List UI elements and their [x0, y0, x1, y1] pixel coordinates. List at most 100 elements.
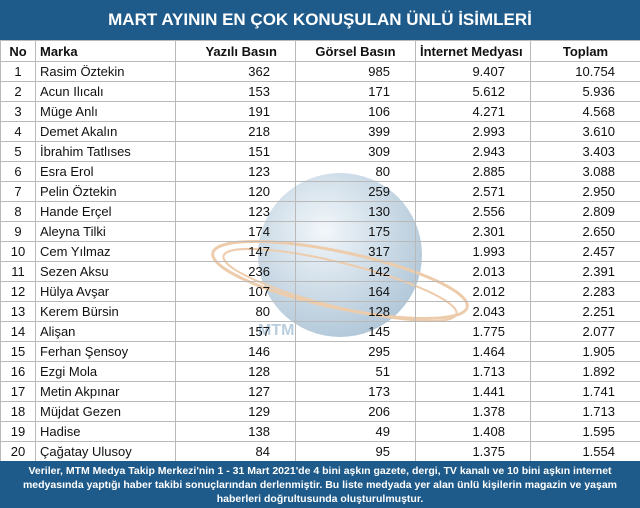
cell: 145 [295, 321, 416, 342]
cell: 14 [0, 321, 36, 342]
cell: 2.993 [415, 121, 531, 142]
cell: 2.283 [530, 281, 640, 302]
cell: 1.378 [415, 401, 531, 422]
cell: 259 [295, 181, 416, 202]
cell: 123 [175, 161, 296, 182]
cell: 7 [0, 181, 36, 202]
cell: 129 [175, 401, 296, 422]
cell: 2 [0, 81, 36, 102]
row: 4 Demet Akalın 218 399 2.993 3.610 [0, 121, 640, 142]
column-header: Yazılı Basın [175, 40, 296, 62]
cell: 1.741 [530, 381, 640, 402]
cell: 1.441 [415, 381, 531, 402]
cell: 3.088 [530, 161, 640, 182]
cell: 10.754 [530, 61, 640, 82]
cell: 157 [175, 321, 296, 342]
cell: 11 [0, 261, 36, 282]
cell: Acun Ilıcalı [35, 81, 176, 102]
cell: 2.809 [530, 201, 640, 222]
title: MART AYININ EN ÇOK KONUŞULAN ÜNLÜ İSİMLE… [108, 10, 532, 29]
cell: 120 [175, 181, 296, 202]
header-row: No Marka Yazılı Basın Görsel Basın İnternet … [0, 40, 640, 62]
cell: 175 [295, 221, 416, 242]
cell: 5.936 [530, 81, 640, 102]
cell: Metin Akpınar [35, 381, 176, 402]
column-header: No [0, 40, 36, 62]
row: 13 Kerem Bürsin 80 128 2.043 2.251 [0, 301, 640, 322]
cell: 985 [295, 61, 416, 82]
cell: Hülya Avşar [35, 281, 176, 302]
cell: 4.568 [530, 101, 640, 122]
cell: 151 [175, 141, 296, 162]
cell: 2.251 [530, 301, 640, 322]
cell: 80 [295, 161, 416, 182]
column-header: Toplam [530, 40, 640, 62]
cell: 1.595 [530, 421, 640, 442]
cell: 3.610 [530, 121, 640, 142]
cell: 1.892 [530, 361, 640, 382]
row: 8 Hande Erçel 123 130 2.556 2.809 [0, 201, 640, 222]
cell: 2.013 [415, 261, 531, 282]
row: 18 Müjdat Gezen 129 206 1.378 1.713 [0, 401, 640, 422]
cell: 1.775 [415, 321, 531, 342]
cell: İbrahim Tatlıses [35, 141, 176, 162]
cell: 206 [295, 401, 416, 422]
cell: 3.403 [530, 141, 640, 162]
row: 14 Alişan 157 145 1.775 2.077 [0, 321, 640, 342]
row: 20 Çağatay Ulusoy 84 95 1.375 1.554 [0, 441, 640, 462]
cell: 1.713 [415, 361, 531, 382]
cell: 10 [0, 241, 36, 262]
cell: Ferhan Şensoy [35, 341, 176, 362]
cell: 128 [175, 361, 296, 382]
row: 9 Aleyna Tilki 174 175 2.301 2.650 [0, 221, 640, 242]
cell: 191 [175, 101, 296, 122]
cell: Hadise [35, 421, 176, 442]
row: 6 Esra Erol 123 80 2.885 3.088 [0, 161, 640, 182]
row: 5 İbrahim Tatlıses 151 309 2.943 3.403 [0, 141, 640, 162]
cell: 1.464 [415, 341, 531, 362]
cell: 4.271 [415, 101, 531, 122]
cell: 3 [0, 101, 36, 122]
cell: 4 [0, 121, 36, 142]
cell: 1.713 [530, 401, 640, 422]
cell: 309 [295, 141, 416, 162]
cell: 8 [0, 201, 36, 222]
cell: Esra Erol [35, 161, 176, 182]
cell: Müge Anlı [35, 101, 176, 122]
cell: 2.043 [415, 301, 531, 322]
cell: 19 [0, 421, 36, 442]
cell: Pelin Öztekin [35, 181, 176, 202]
cell: 2.885 [415, 161, 531, 182]
cell: 5 [0, 141, 36, 162]
cell: Müjdat Gezen [35, 401, 176, 422]
cell: 80 [175, 301, 296, 322]
cell: 17 [0, 381, 36, 402]
cell: 2.012 [415, 281, 531, 302]
cell: 2.301 [415, 221, 531, 242]
cell: 130 [295, 201, 416, 222]
cell: Hande Erçel [35, 201, 176, 222]
cell: 1 [0, 61, 36, 82]
cell: 147 [175, 241, 296, 262]
cell: Çağatay Ulusoy [35, 441, 176, 462]
cell: 164 [295, 281, 416, 302]
cell: 106 [295, 101, 416, 122]
cell: 171 [295, 81, 416, 102]
row: 3 Müge Anlı 191 106 4.271 4.568 [0, 101, 640, 122]
cell: Aleyna Tilki [35, 221, 176, 242]
cell: Cem Yılmaz [35, 241, 176, 262]
cell: 16 [0, 361, 36, 382]
row: 15 Ferhan Şensoy 146 295 1.464 1.905 [0, 341, 640, 362]
cell: 146 [175, 341, 296, 362]
cell: 2.391 [530, 261, 640, 282]
cell: 49 [295, 421, 416, 442]
row: 17 Metin Akpınar 127 173 1.441 1.741 [0, 381, 640, 402]
cell: 12 [0, 281, 36, 302]
cell: Demet Akalın [35, 121, 176, 142]
row: 10 Cem Yılmaz 147 317 1.993 2.457 [0, 241, 640, 262]
cell: 173 [295, 381, 416, 402]
table: No Marka Yazılı Basın Görsel Basın İnternet … [0, 40, 640, 462]
cell: 84 [175, 441, 296, 462]
cell: 1.905 [530, 341, 640, 362]
